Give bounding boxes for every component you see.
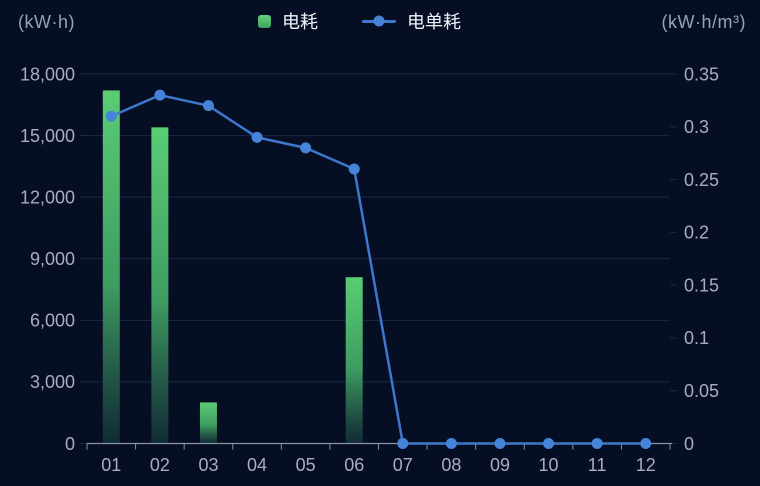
line-point-07[interactable] bbox=[397, 438, 409, 449]
bar-03[interactable] bbox=[199, 402, 217, 444]
right-axis-tick-label: 0.15 bbox=[684, 275, 719, 295]
line-point-09[interactable] bbox=[494, 438, 506, 449]
x-axis-tick-label-08: 08 bbox=[441, 455, 461, 475]
right-axis-tick-label: 0.3 bbox=[684, 117, 709, 137]
right-axis-tick-label: 0.2 bbox=[684, 223, 709, 243]
left-axis-tick-label: 12,000 bbox=[20, 187, 75, 207]
right-axis-tick-label: 0.05 bbox=[684, 381, 719, 401]
left-axis-tick-label: 9,000 bbox=[30, 249, 75, 269]
left-axis-tick-label: 0 bbox=[65, 434, 75, 454]
line-point-04[interactable] bbox=[251, 131, 263, 143]
chart-legend: 电耗 电单耗 bbox=[258, 7, 461, 35]
bar-06[interactable] bbox=[345, 277, 363, 444]
left-axis-tick-label: 3,000 bbox=[30, 372, 75, 392]
x-axis-tick-label-02: 02 bbox=[150, 455, 170, 475]
left-axis-tick-label: 18,000 bbox=[20, 64, 75, 84]
left-axis-tick-label: 15,000 bbox=[20, 126, 75, 146]
x-axis-tick-label-11: 11 bbox=[588, 455, 607, 475]
right-axis-tick-label: 0.25 bbox=[684, 170, 719, 190]
legend-label: 电耗 bbox=[282, 12, 318, 32]
left-axis-unit-label: (kW·h) bbox=[18, 12, 75, 32]
x-axis-tick-label-12: 12 bbox=[636, 455, 656, 475]
x-axis-tick-label-01: 01 bbox=[101, 455, 121, 475]
right-axis-tick-label: 0.35 bbox=[684, 64, 719, 84]
line-series-marker-icon bbox=[362, 15, 396, 27]
line-point-06[interactable] bbox=[348, 163, 360, 175]
x-axis-tick-label-03: 03 bbox=[198, 455, 218, 475]
right-axis-tick-label: 0.1 bbox=[684, 328, 709, 348]
line-series-dot-icon bbox=[373, 15, 385, 27]
legend-item-power-consumption[interactable]: 电耗 bbox=[258, 8, 318, 34]
right-axis-tick-label: 0 bbox=[684, 434, 694, 454]
x-axis-tick-label-05: 05 bbox=[296, 455, 316, 475]
line-series-path bbox=[110, 93, 647, 445]
line-point-12[interactable] bbox=[640, 438, 652, 449]
x-axis-tick-label-06: 06 bbox=[344, 455, 364, 475]
bar-02[interactable] bbox=[151, 127, 169, 444]
x-axis-tick-label-09: 09 bbox=[490, 455, 510, 475]
bar-01[interactable] bbox=[102, 90, 120, 444]
legend-item-unit-power-consumption[interactable]: 电单耗 bbox=[362, 8, 461, 34]
line-point-03[interactable] bbox=[202, 100, 214, 112]
line-point-01[interactable] bbox=[105, 110, 117, 122]
line-point-05[interactable] bbox=[300, 142, 312, 154]
right-axis-unit-label: (kW·h/m³) bbox=[661, 12, 746, 32]
x-axis-tick-label-10: 10 bbox=[539, 455, 559, 475]
bar-series-swatch-icon bbox=[258, 14, 271, 28]
x-axis-tick-label-04: 04 bbox=[247, 455, 267, 475]
x-axis-tick-label-07: 07 bbox=[393, 455, 413, 475]
line-point-11[interactable] bbox=[591, 438, 603, 449]
line-point-02[interactable] bbox=[154, 89, 166, 101]
left-axis-tick-label: 6,000 bbox=[30, 311, 75, 331]
line-point-08[interactable] bbox=[445, 438, 457, 449]
line-point-10[interactable] bbox=[543, 438, 555, 449]
legend-label: 电单耗 bbox=[407, 12, 461, 32]
